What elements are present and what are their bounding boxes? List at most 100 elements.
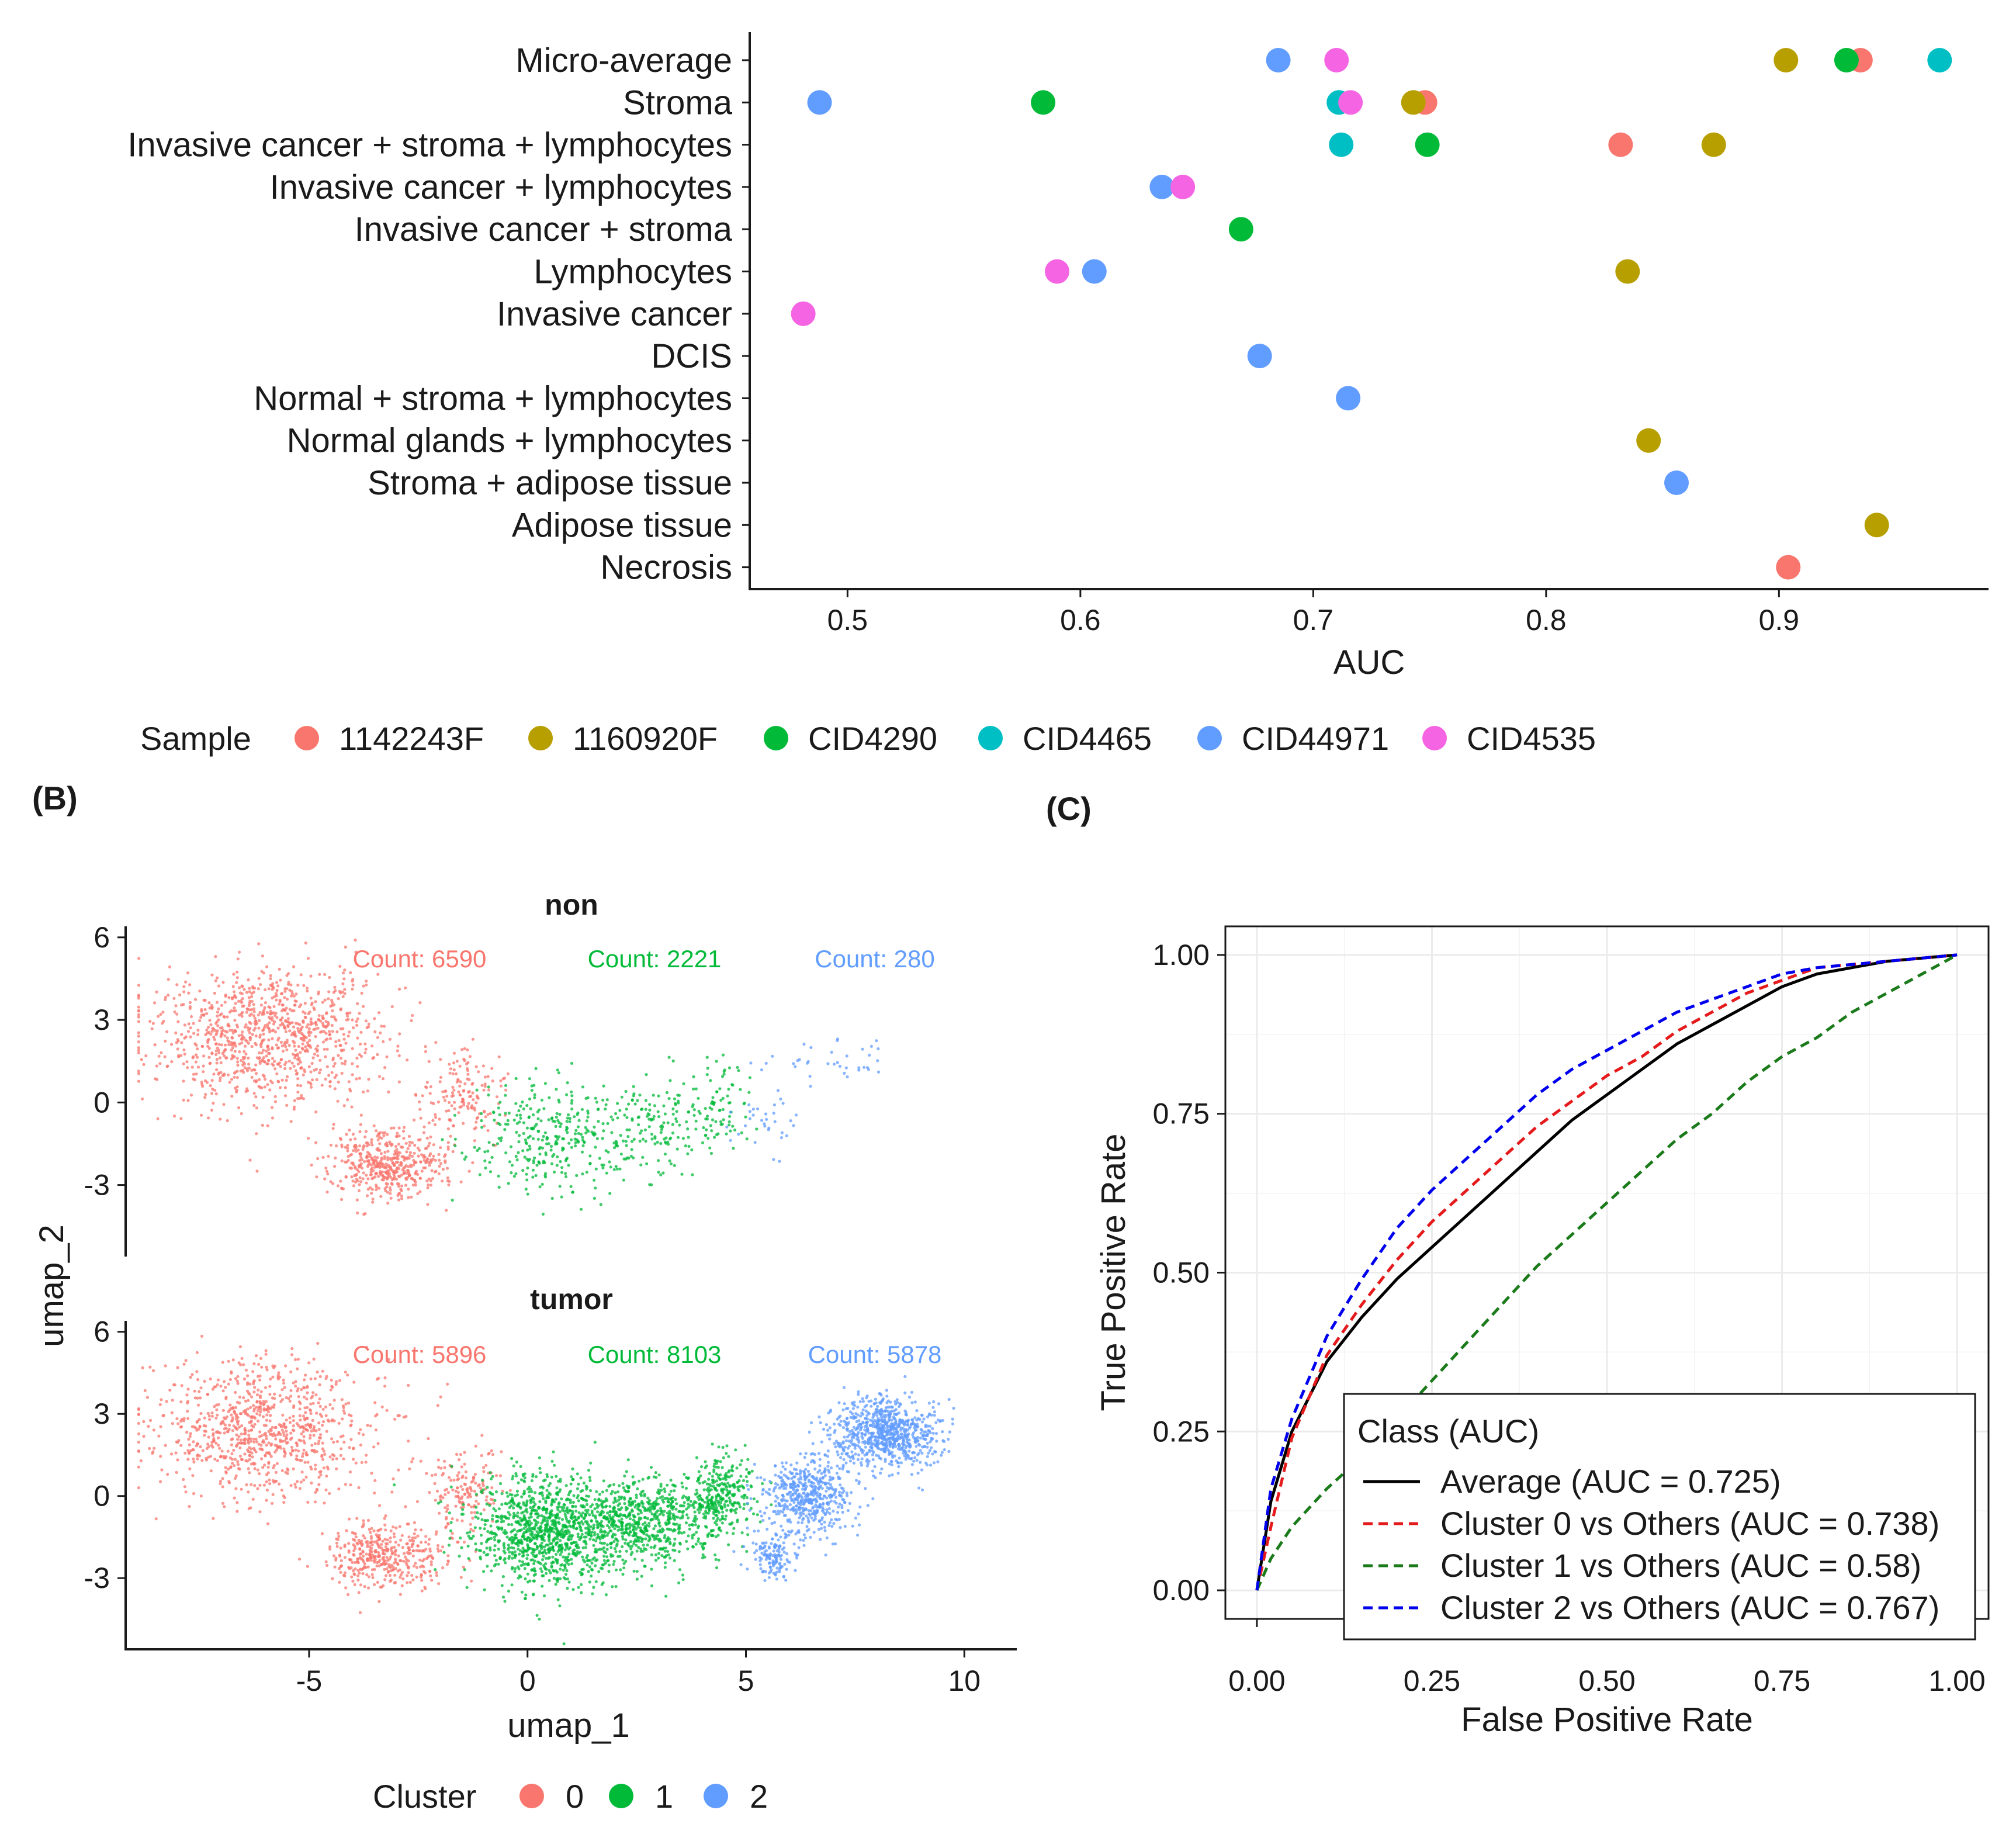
cell-point	[331, 1056, 335, 1060]
cell-point	[331, 1127, 335, 1130]
cell-point	[186, 1400, 190, 1403]
cell-point	[293, 1358, 297, 1361]
cell-point	[404, 1505, 407, 1508]
cell-point	[386, 1150, 390, 1153]
cell-point	[216, 1459, 220, 1462]
cell-point	[419, 1160, 422, 1164]
cell-point	[328, 1492, 331, 1495]
cell-point	[601, 1166, 605, 1169]
cell-point	[451, 1532, 454, 1535]
cell-point	[378, 1504, 382, 1507]
cell-point	[230, 1041, 233, 1044]
cell-point	[205, 1458, 209, 1462]
cell-point	[301, 1455, 304, 1458]
cell-point	[519, 1478, 524, 1482]
cell-point	[427, 1144, 431, 1148]
cell-point	[321, 1441, 324, 1445]
cell-point	[242, 1363, 245, 1366]
cell-point	[667, 1097, 671, 1101]
cell-point	[486, 1565, 489, 1568]
cell-point	[625, 1549, 628, 1553]
cell-point	[399, 1146, 403, 1149]
cell-point	[377, 1534, 381, 1537]
cell-point	[405, 1558, 408, 1562]
cell-point	[447, 1544, 451, 1547]
cell-point	[437, 1458, 440, 1462]
cell-point	[566, 1587, 569, 1590]
cell-point	[283, 989, 287, 993]
cell-point	[215, 1057, 219, 1061]
cell-point	[349, 1424, 352, 1428]
cell-point	[611, 1118, 615, 1122]
cell-point	[525, 1142, 528, 1146]
cell-point	[565, 1120, 569, 1123]
cell-point	[162, 1414, 165, 1417]
cell-point	[239, 1070, 243, 1073]
cell-point	[688, 1527, 691, 1531]
cell-point	[310, 1468, 313, 1471]
cell-point	[330, 1015, 334, 1019]
cell-point	[214, 1053, 218, 1056]
cell-point	[455, 1060, 459, 1063]
cell-point	[526, 1136, 530, 1140]
cell-point	[657, 1159, 660, 1162]
cell-point	[290, 1445, 293, 1449]
cell-point	[463, 1157, 466, 1161]
cell-point	[387, 1090, 390, 1093]
cell-point	[445, 1510, 449, 1513]
cell-point	[292, 1025, 296, 1029]
cell-point	[352, 1026, 355, 1030]
cell-point	[304, 1045, 307, 1048]
cell-point	[233, 1458, 237, 1461]
cell-point	[367, 1143, 370, 1147]
cell-point	[297, 1395, 300, 1399]
cell-point	[341, 982, 345, 985]
cell-point	[574, 1141, 577, 1144]
cell-point	[358, 1176, 362, 1179]
cell-point	[756, 1500, 759, 1504]
cell-point	[198, 1019, 202, 1023]
cell-point	[282, 1447, 286, 1451]
cell-point	[650, 1512, 654, 1515]
cell-point	[352, 1553, 355, 1556]
cell-point	[367, 1152, 371, 1155]
cell-point	[255, 1400, 259, 1403]
cell-point	[367, 1158, 370, 1162]
cell-point	[250, 1428, 253, 1432]
cell-point	[318, 1397, 321, 1401]
cell-point	[137, 994, 140, 997]
cell-point	[400, 1164, 403, 1167]
cell-point	[333, 1076, 337, 1079]
cell-point	[327, 1154, 330, 1158]
cell-point	[505, 1491, 509, 1494]
cell-point	[189, 1093, 193, 1097]
cell-point	[495, 1095, 499, 1099]
cell-point	[633, 1558, 637, 1561]
cell-point	[298, 1458, 302, 1462]
cell-point	[377, 1600, 381, 1603]
cell-point	[632, 1094, 635, 1098]
cell-point	[334, 1380, 338, 1383]
cell-point	[252, 1010, 256, 1013]
cell-point	[564, 1093, 569, 1096]
cell-point	[706, 1067, 709, 1070]
cell-point	[403, 1552, 406, 1555]
category-label: Normal glands + lymphocytes	[287, 422, 732, 460]
cell-point	[416, 1544, 420, 1548]
cell-point	[708, 1146, 712, 1150]
cell-point	[376, 1147, 380, 1150]
cell-point	[306, 1023, 310, 1026]
cell-point	[659, 1173, 663, 1176]
cell-point	[368, 1545, 372, 1549]
cell-point	[226, 1449, 230, 1453]
cell-point	[576, 1125, 580, 1129]
cell-point	[313, 1377, 317, 1380]
cell-point	[403, 1157, 407, 1160]
cell-point	[580, 1150, 584, 1154]
cell-point	[348, 1166, 352, 1169]
cell-point	[554, 1124, 557, 1128]
cell-point	[371, 1576, 375, 1580]
cell-point	[516, 1529, 519, 1533]
cell-point	[235, 1090, 238, 1093]
cell-point	[272, 1064, 275, 1067]
